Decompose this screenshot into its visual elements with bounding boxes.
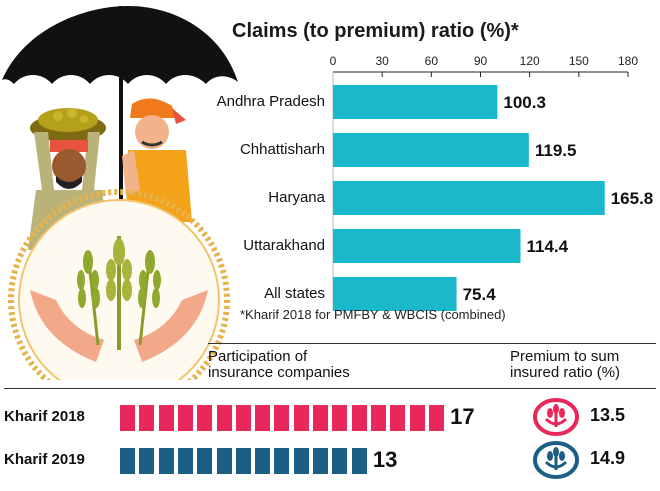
x-tick-label: 0 (329, 54, 337, 68)
bar-value-label: 114.4 (526, 237, 569, 256)
farmer-face-icon (52, 149, 86, 183)
divider-top (208, 343, 656, 344)
participation-header-line-1: Participation of (208, 348, 308, 365)
company-block (120, 448, 135, 474)
company-block (139, 405, 155, 431)
x-tick-label: 180 (617, 54, 639, 68)
x-tick-label: 150 (568, 54, 589, 68)
chart-title: Claims (to premium) ratio (%)* (232, 20, 519, 42)
company-block (177, 405, 193, 431)
row-label-kharif-2018: Kharif 2018 (4, 408, 85, 425)
company-block (235, 405, 251, 431)
footnote: *Kharif 2018 for PMFBY & WBCIS (combined… (240, 307, 506, 322)
premium-ratio-header-line-1: Premium to sum (510, 348, 620, 365)
x-tick-label: 60 (424, 54, 438, 68)
ratio-kharif-2018: 13.5 (590, 405, 626, 425)
bar-value-label: 165.8 (610, 189, 654, 208)
company-block (177, 448, 193, 474)
participation-header-line-2: insurance companies (208, 364, 350, 381)
participation-header: Participation of insurance companies (208, 349, 468, 381)
category-label: All states (264, 285, 325, 302)
category-label: Andhra Pradesh (216, 93, 325, 110)
company-block (293, 405, 309, 431)
premium-ratio-header-line-2: insured ratio (%) (510, 364, 621, 381)
bar (333, 133, 529, 167)
count-kharif-2019: 13 (372, 447, 398, 472)
wheat-emblem-icon (8, 189, 230, 380)
company-block (158, 405, 174, 431)
bar (333, 229, 521, 263)
row-label-kharif-2019: Kharif 2019 (4, 451, 85, 468)
company-block (274, 448, 290, 474)
company-block (255, 405, 271, 431)
company-block (120, 405, 135, 431)
x-tick-label: 30 (375, 54, 389, 68)
claims-bar-chart (332, 71, 629, 311)
company-block (158, 448, 174, 474)
bar (333, 85, 498, 119)
farmer-face-icon-2 (135, 115, 169, 149)
company-block (216, 405, 232, 431)
x-tick-label: 120 (519, 54, 540, 68)
category-label: Uttarakhand (243, 237, 325, 254)
company-block (139, 448, 155, 474)
company-block (351, 448, 367, 474)
bar-value-label: 75.4 (462, 285, 496, 304)
category-label: Haryana (268, 189, 325, 206)
company-block (216, 448, 232, 474)
company-block (255, 448, 271, 474)
farmers-illustration (2, 6, 238, 380)
wheat-badge-icon-2018 (533, 398, 579, 436)
x-tick-label: 90 (473, 54, 488, 68)
company-block (274, 405, 290, 431)
divider-bottom (4, 388, 656, 389)
bar (333, 277, 457, 311)
company-block (428, 405, 444, 431)
company-block (197, 405, 213, 431)
company-block (332, 405, 348, 431)
count-kharif-2018: 17 (450, 404, 475, 429)
company-block (390, 405, 406, 431)
company-block (293, 448, 309, 474)
company-block (409, 405, 425, 431)
company-block (235, 448, 251, 474)
company-block (313, 448, 328, 474)
ratio-kharif-2019: 14.9 (590, 448, 626, 468)
company-block (313, 405, 328, 431)
bar-value-label: 119.5 (534, 141, 577, 160)
bar-value-label: 100.3 (503, 93, 546, 112)
company-block (332, 448, 348, 474)
category-label: Chhattisharh (239, 141, 325, 158)
bar (333, 181, 605, 215)
company-block (370, 405, 386, 431)
premium-ratio-header: Premium to sum insured ratio (%) (510, 349, 658, 381)
company-block (197, 448, 213, 474)
company-block (351, 405, 367, 431)
wheat-badge-icon-2019 (533, 441, 579, 479)
